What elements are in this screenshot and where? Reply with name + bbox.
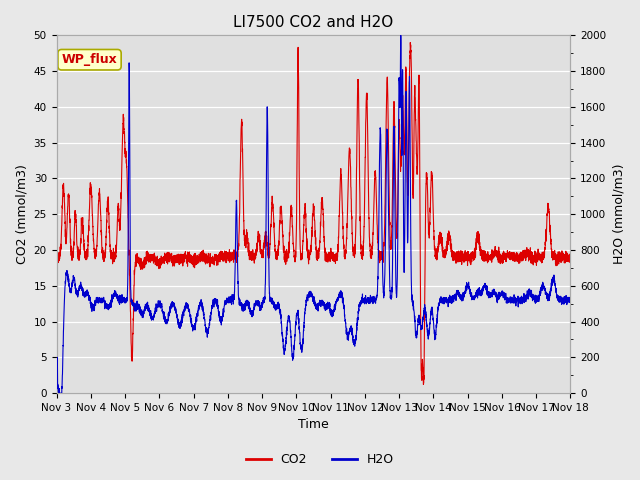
X-axis label: Time: Time <box>298 419 329 432</box>
Title: LI7500 CO2 and H2O: LI7500 CO2 and H2O <box>234 15 394 30</box>
Y-axis label: CO2 (mmol/m3): CO2 (mmol/m3) <box>15 164 28 264</box>
Text: WP_flux: WP_flux <box>61 53 117 66</box>
Legend: CO2, H2O: CO2, H2O <box>241 448 399 471</box>
Y-axis label: H2O (mmol/m3): H2O (mmol/m3) <box>612 164 625 264</box>
